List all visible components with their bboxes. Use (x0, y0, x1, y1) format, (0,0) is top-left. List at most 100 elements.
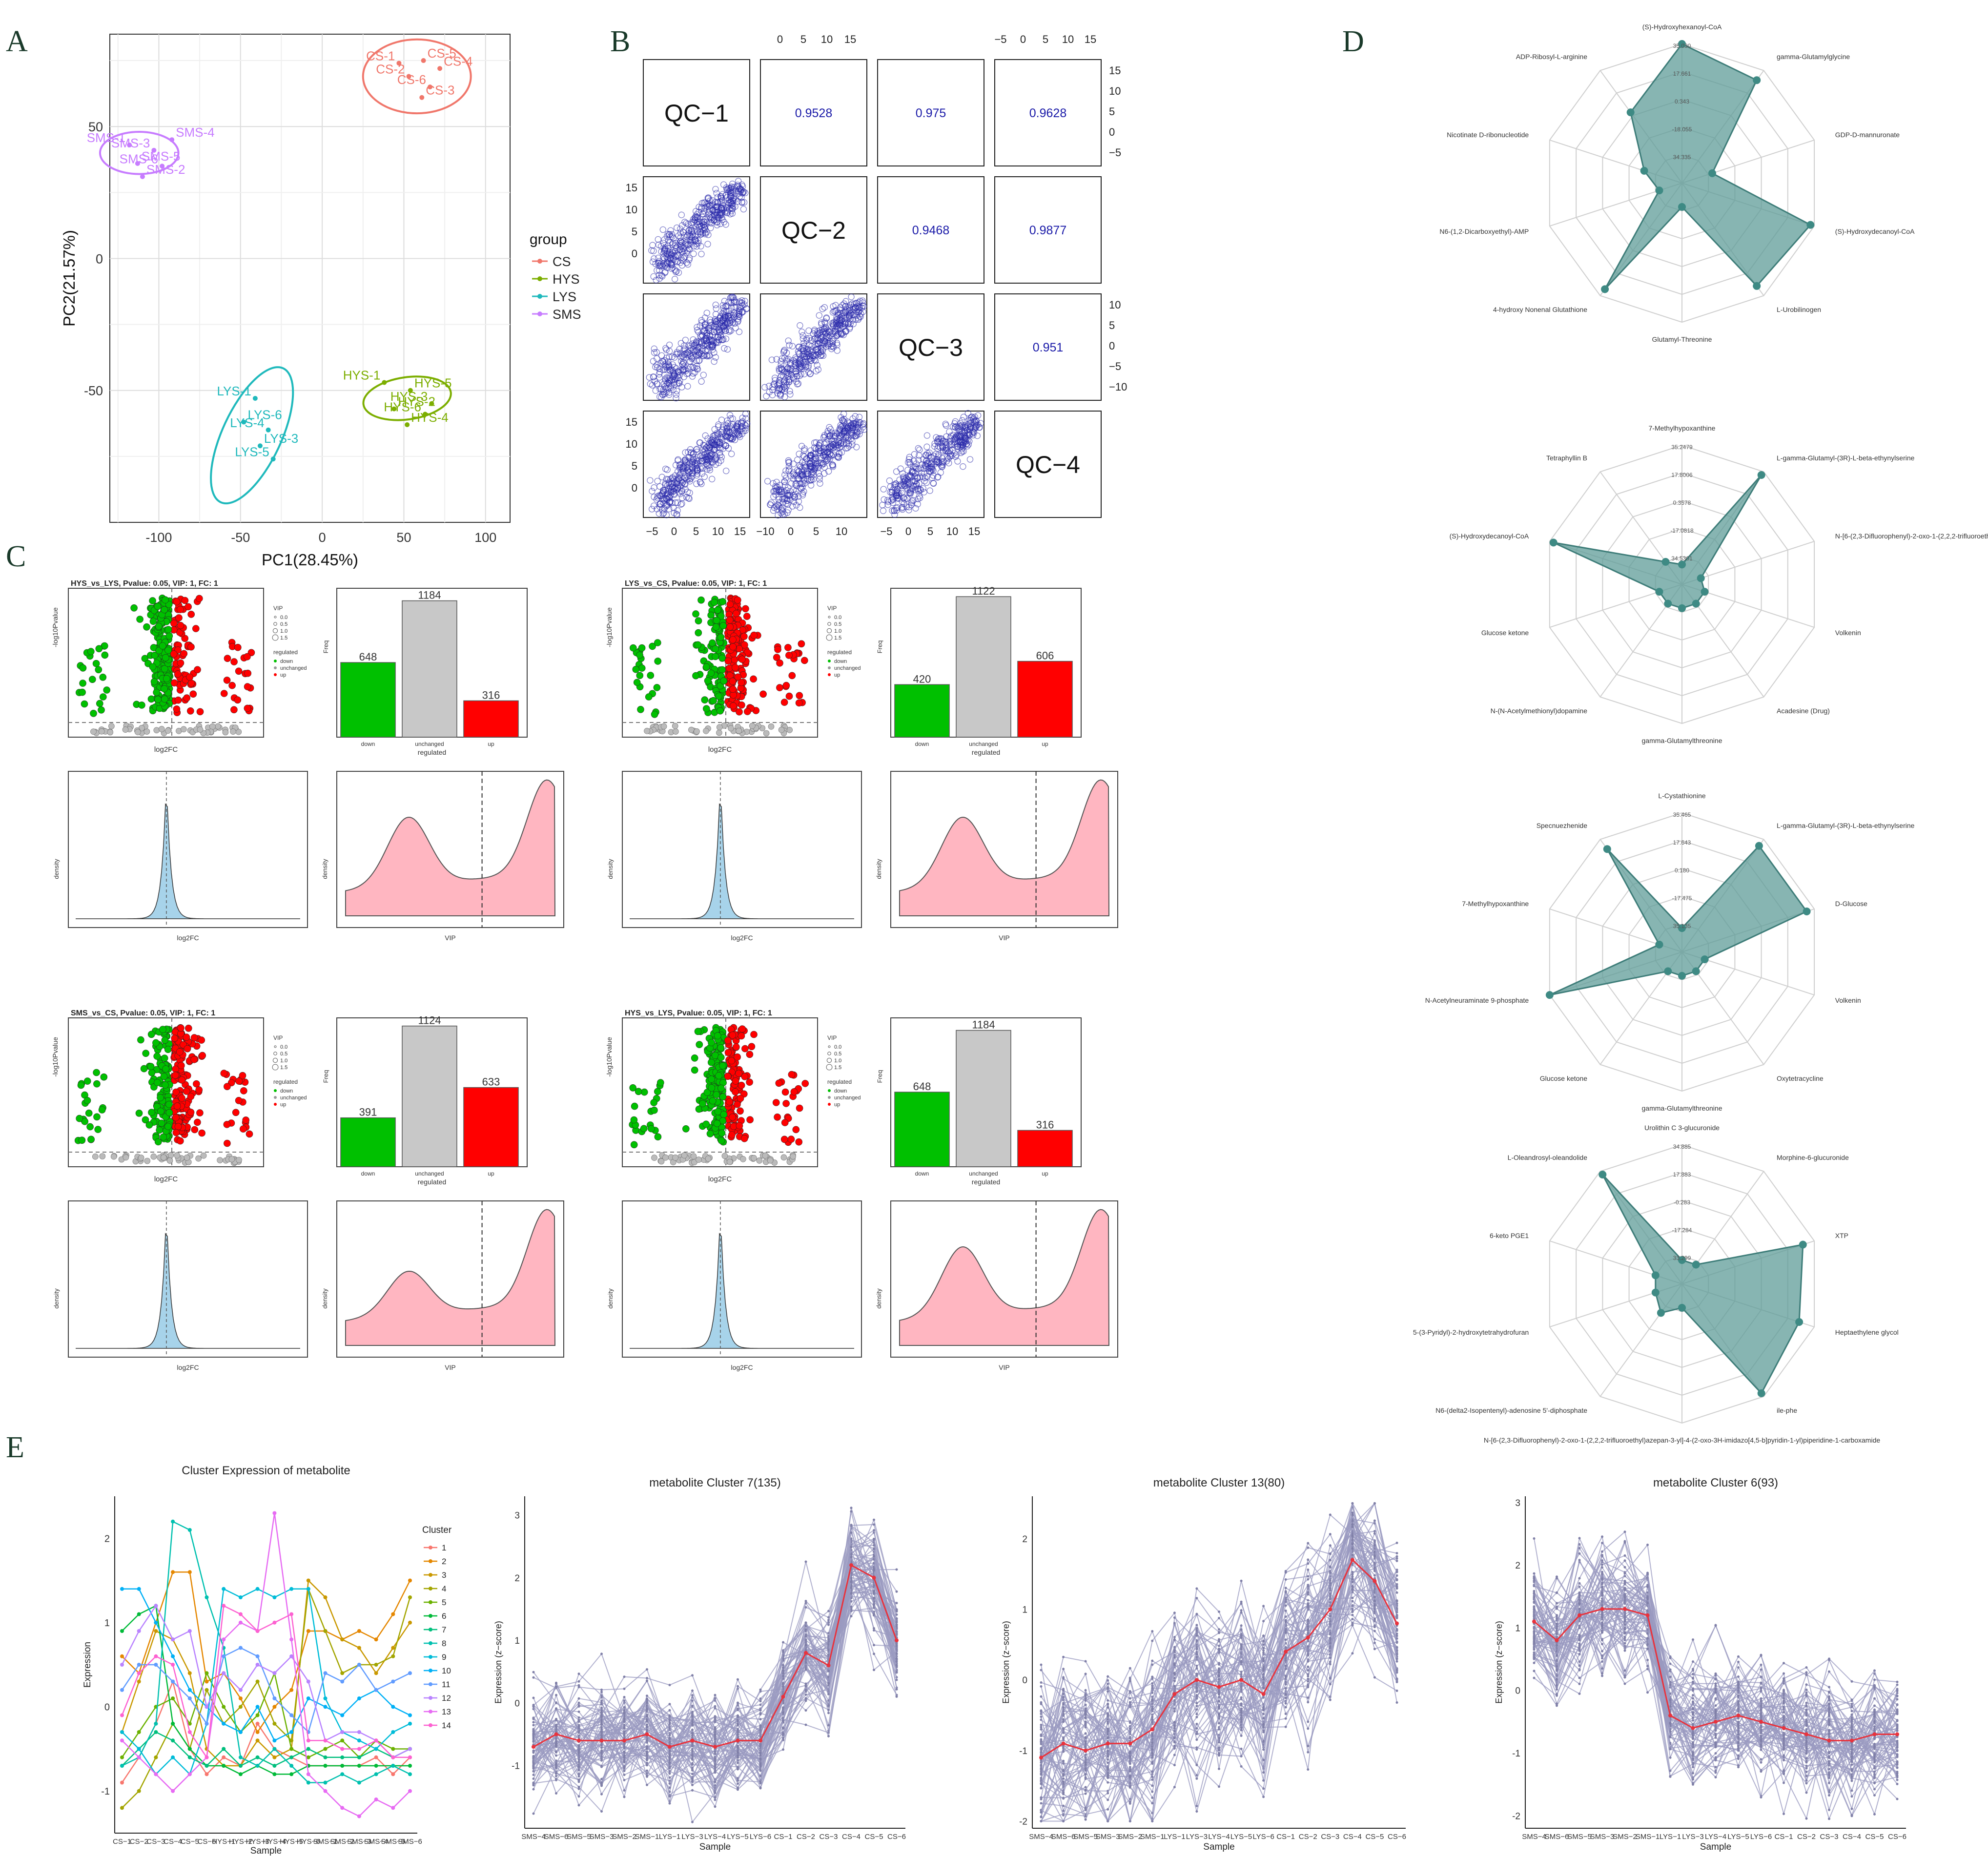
legend-color-key (828, 1103, 831, 1106)
radar-axis-label: 7-Methylhypoxanthine (1462, 900, 1529, 908)
qc-scatter-point (833, 340, 840, 347)
qc-scatter-point (668, 366, 675, 373)
qc-scatter-point (670, 386, 676, 393)
volcano-point (780, 1154, 787, 1161)
cluster-series-point (255, 1764, 260, 1768)
cluster-x-tick: CS−3 (820, 1833, 838, 1841)
cluster-series-point (391, 1679, 395, 1684)
cluster-series-point (154, 1620, 158, 1625)
qc-scatter-point (705, 323, 712, 330)
qc-scatter-point (652, 363, 659, 371)
bar-unchanged (956, 596, 1011, 738)
qc-top-axis-label: 5 (1043, 33, 1048, 45)
legend-item: 0.0 (280, 1044, 287, 1050)
volcano-point (159, 642, 166, 650)
qc-scatter-point (856, 431, 863, 437)
vip-density-y-label: density (321, 859, 328, 879)
qc-bottom-axis-label: 0 (671, 525, 677, 537)
cluster-series-point (120, 1755, 124, 1759)
pca-ellipse-cs (362, 38, 472, 115)
qc-scatter-point (785, 467, 792, 474)
qc-scatter-point (956, 427, 963, 434)
cluster-series-point (272, 1696, 277, 1700)
qc-scatter-point (829, 463, 837, 470)
qc-scatter-point (935, 435, 942, 443)
qc-scatter-point (856, 313, 863, 320)
pca-legend-item: HYS (553, 272, 580, 287)
qc-scatter-point (717, 193, 724, 200)
qc-scatter-point (912, 505, 919, 512)
qc-scatter-point (823, 334, 831, 341)
qc-scatter-point (821, 304, 828, 311)
cluster-series-point (187, 1528, 192, 1532)
qc-scatter-point (690, 451, 697, 458)
cluster-series-point (289, 1755, 294, 1759)
volcano-point (161, 695, 168, 703)
volcano-point (728, 1057, 736, 1065)
cluster-series-point (391, 1646, 395, 1650)
bar-x-label: regulated (418, 1178, 446, 1186)
qc-scatter-point (717, 445, 724, 452)
qc-cell (877, 176, 984, 284)
qc-scatter-point (910, 468, 917, 475)
qc-scatter-point (805, 369, 812, 375)
volcano-point (733, 610, 740, 617)
volcano-point (696, 1157, 702, 1163)
overview-legend-dot (429, 1600, 432, 1604)
qc-scatter-point (724, 346, 731, 353)
cluster-series-point (137, 1789, 141, 1793)
overview-legend-item: 5 (442, 1598, 446, 1607)
pca-point (151, 147, 157, 153)
radar-point (1757, 1389, 1765, 1397)
qc-scatter-point (730, 299, 738, 306)
cluster-series-point (272, 1764, 277, 1768)
cluster-member-point (577, 1710, 580, 1713)
overview-legend-dot (429, 1696, 432, 1700)
qc-top-axis-label: 5 (800, 33, 806, 45)
qc-bottom-axis-label: 15 (734, 525, 746, 537)
volcano-point (95, 666, 102, 674)
qc-scatter-point (931, 443, 938, 450)
cluster-series-point (323, 1696, 328, 1700)
qc-scatter-point (686, 475, 693, 483)
cluster-member-point (646, 1757, 648, 1760)
qc-scatter-point (856, 307, 863, 313)
overview-legend-dot (429, 1682, 432, 1686)
pca-point (406, 74, 411, 79)
bar-value-label: 316 (482, 689, 500, 701)
volcano-point (147, 695, 155, 703)
legend-color-key (274, 1089, 277, 1092)
volcano-point (161, 685, 168, 693)
bar-value-label: 1184 (972, 1019, 995, 1031)
qc-scatter-point (692, 208, 699, 215)
qc-scatter-point (960, 413, 967, 420)
volcano-point (738, 1032, 745, 1040)
volcano-point (705, 1156, 712, 1162)
qc-scatter-point (709, 435, 717, 442)
qc-scatter-point (723, 184, 730, 191)
cluster-series-point (137, 1612, 141, 1616)
volcano-point (224, 1083, 231, 1090)
qc-scatter-point (817, 332, 824, 339)
volcano-point (795, 1138, 802, 1146)
legend-color-key (274, 666, 277, 669)
qc-scatter-point (799, 335, 806, 342)
volcano-point (703, 728, 709, 734)
volcano-point (631, 1102, 638, 1110)
volcano-point (171, 1034, 179, 1042)
qc-correlation-value: 0.951 (1033, 341, 1064, 354)
qc-scatter-point (952, 453, 959, 460)
qc-scatter-point (891, 481, 898, 488)
pca-point-label: CS-3 (426, 83, 454, 98)
qc-scatter-point (740, 206, 747, 213)
radar-axis-label: L-gamma-Glutamyl-(3R)-L-beta-ethynylseri… (1777, 454, 1915, 462)
pca-x-label: PC1(28.45%) (262, 551, 358, 569)
volcano-point (737, 1095, 744, 1102)
radar-axis-label: (S)-Hydroxyhexanoyl-CoA (1642, 23, 1722, 31)
volcano-point (86, 1123, 94, 1131)
qc-scatter-point (666, 251, 673, 258)
volcano-point (702, 1120, 710, 1128)
volcano-point (79, 680, 86, 687)
volcano-point (712, 653, 719, 661)
qc-scatter-point (799, 351, 806, 358)
